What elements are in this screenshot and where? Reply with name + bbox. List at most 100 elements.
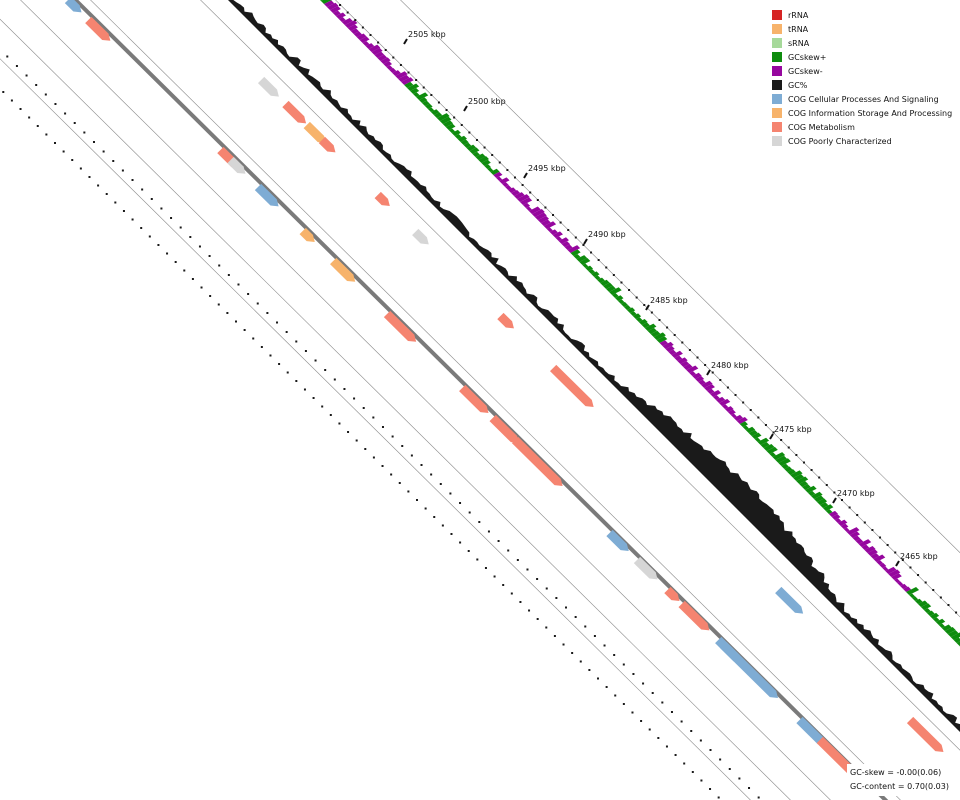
gcskew-negative-segment <box>680 360 690 367</box>
gcskew-positive-segment <box>751 432 762 439</box>
inner-tick-dot <box>269 354 272 357</box>
inner-tick-dot <box>131 218 134 221</box>
gcskew-negative-segment <box>359 36 370 43</box>
gcskew-negative-segment <box>730 413 737 418</box>
legend-label-gc-percent: GC% <box>788 80 808 90</box>
inner-tick-dot <box>36 125 39 127</box>
inner-tick-dot <box>114 201 117 204</box>
gcskew-negative-segment <box>522 202 531 208</box>
gcskew-positive-segment <box>745 426 756 433</box>
gcskew-positive-segment <box>570 249 581 256</box>
outer-tick-dot <box>407 71 410 74</box>
gcskew-positive-segment <box>754 437 761 442</box>
inner-tick-dot <box>640 720 643 722</box>
gcskew-positive-segment <box>742 425 749 430</box>
gcskew-negative-segment <box>525 206 532 211</box>
inner-tick-dot <box>148 235 151 238</box>
gcskew-negative-segment <box>392 70 401 76</box>
inner-tick-dot <box>449 492 452 495</box>
outer-tick-dot <box>339 4 342 6</box>
gcskew-negative-segment <box>374 51 385 58</box>
gcskew-negative-segment <box>677 357 688 364</box>
gcskew-positive-segment <box>793 474 805 481</box>
ring-line <box>0 18 791 800</box>
gcskew-negative-segment <box>727 409 736 415</box>
gcskew-negative-segment <box>511 189 521 196</box>
gcskew-positive-segment <box>484 164 491 169</box>
gcskew-positive-segment <box>626 307 636 313</box>
inner-tick-dot <box>140 227 143 229</box>
cog-feature-arrow <box>374 191 390 206</box>
gcskew-negative-segment <box>395 71 408 79</box>
gcskew-negative-segment <box>344 20 358 28</box>
inner-tick-dot <box>555 597 558 599</box>
gcskew-negative-segment <box>858 539 872 547</box>
outer-tick-dot <box>521 184 524 186</box>
legend-item-cog-information: COG Information Storage And Processing <box>772 106 952 120</box>
inner-tick-dot <box>237 283 240 286</box>
inner-tick-dot <box>189 236 192 238</box>
gcskew-positive-segment <box>917 600 928 607</box>
gcskew-positive-segment <box>784 466 793 472</box>
inner-tick-dot <box>338 422 341 425</box>
gcskew-negative-segment <box>389 68 397 73</box>
inner-tick-dot <box>459 541 462 544</box>
inner-tick-dot <box>362 407 365 409</box>
inner-tick-dot <box>62 150 65 153</box>
outer-tick-dot <box>650 311 653 314</box>
inner-tick-dot <box>670 711 673 713</box>
major-tick <box>645 304 650 311</box>
inner-tick-dot <box>516 559 519 561</box>
gcskew-positive-segment <box>650 330 661 337</box>
inner-tick-dot <box>218 264 221 267</box>
outer-tick-dot <box>574 236 577 239</box>
gcskew-positive-segment <box>772 452 786 460</box>
inner-tick-dot <box>507 549 510 552</box>
legend-label-srna: sRNA <box>788 38 810 48</box>
inner-tick-dot <box>390 473 393 476</box>
outer-tick-dot <box>894 551 897 554</box>
tick-label: 2475 kbp <box>774 425 812 434</box>
legend-label-rrna: rRNA <box>788 10 809 20</box>
gcskew-negative-segment <box>659 340 669 346</box>
inner-tick-dot <box>83 131 86 134</box>
inner-tick-dot <box>613 654 616 656</box>
outer-tick-dot <box>955 611 958 614</box>
cog-feature-arrow <box>254 183 279 207</box>
gcskew-negative-segment <box>356 33 367 40</box>
inner-tick-dot <box>642 682 645 685</box>
inner-tick-dot <box>622 663 625 666</box>
gcskew-negative-segment <box>514 192 525 199</box>
gcskew-negative-segment <box>543 221 557 229</box>
inner-tick-dot <box>407 490 410 493</box>
gcskew-negative-segment <box>849 531 861 538</box>
inner-tick-dot <box>588 669 591 671</box>
gcskew-positive-segment <box>935 618 946 625</box>
ring-line <box>200 0 960 751</box>
legend-item-cog-poorly: COG Poorly Characterized <box>772 134 952 148</box>
inner-tick-dot <box>166 252 169 255</box>
gcskew-negative-segment <box>564 244 573 250</box>
gcskew-negative-segment <box>855 538 864 544</box>
cog-feature-arrow <box>383 310 417 342</box>
gcskew-positive-segment <box>419 97 428 103</box>
gcskew-positive-segment <box>787 469 796 475</box>
cog-feature-arrow <box>606 529 629 551</box>
gcskew-positive-segment <box>442 120 454 127</box>
gcskew-positive-segment <box>433 112 443 118</box>
inner-tick-dot <box>433 516 436 518</box>
gcskew-positive-segment <box>407 83 420 91</box>
outer-tick-dot <box>582 244 585 246</box>
inner-tick-dot <box>54 103 57 105</box>
cog-feature-track <box>64 0 944 786</box>
gcskew-negative-segment <box>502 182 509 187</box>
gcskew-negative-segment <box>867 549 878 556</box>
legend-item-cog-metabolism: COG Metabolism <box>772 120 952 134</box>
gcskew-positive-segment <box>822 504 834 511</box>
inner-tick-dot <box>191 278 194 280</box>
inner-tick-dot <box>690 730 693 732</box>
gcskew-negative-segment <box>531 209 545 217</box>
inner-tick-dot <box>661 701 664 704</box>
inner-tick-dot <box>364 448 367 450</box>
